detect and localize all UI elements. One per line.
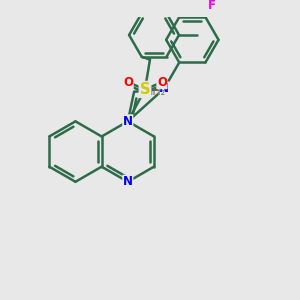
Text: N: N [123, 175, 133, 188]
Text: O: O [123, 76, 133, 89]
Text: NH₂: NH₂ [146, 87, 167, 97]
Text: O: O [157, 76, 167, 89]
Text: F: F [208, 0, 216, 13]
Text: N: N [123, 115, 133, 128]
Text: S: S [140, 82, 150, 97]
Text: N: N [159, 82, 169, 95]
